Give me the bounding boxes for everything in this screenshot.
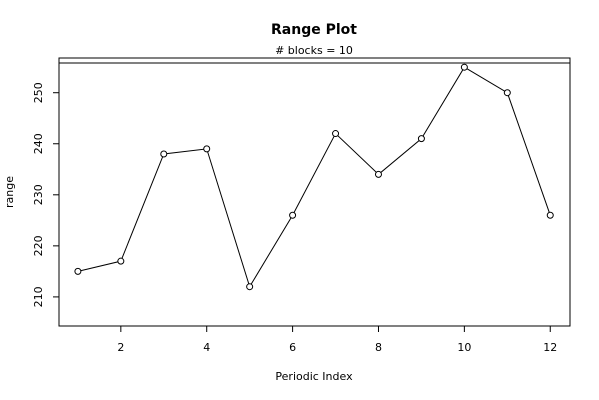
point bbox=[417, 135, 425, 143]
series-line bbox=[77, 66, 551, 288]
point bbox=[332, 130, 340, 138]
x-tick-label: 10 bbox=[457, 341, 471, 354]
point bbox=[203, 145, 211, 153]
point bbox=[374, 170, 382, 178]
point bbox=[117, 257, 125, 265]
y-axis-label: range bbox=[3, 176, 16, 208]
point bbox=[160, 150, 168, 158]
y-tick-label: 240 bbox=[32, 133, 45, 154]
x-tick-label: 4 bbox=[203, 341, 210, 354]
y-tick-label: 210 bbox=[32, 286, 45, 307]
x-tick-label: 12 bbox=[543, 341, 557, 354]
x-tick-label: 8 bbox=[375, 341, 382, 354]
point bbox=[289, 211, 297, 219]
plot-frame bbox=[58, 57, 571, 327]
x-axis-label: Periodic Index bbox=[275, 370, 353, 383]
point bbox=[460, 63, 468, 71]
x-tick-label: 2 bbox=[117, 341, 124, 354]
chart-subtitle: # blocks = 10 bbox=[275, 44, 353, 57]
y-tick-label: 250 bbox=[32, 82, 45, 103]
point bbox=[246, 283, 254, 291]
y-tick-label: 220 bbox=[32, 235, 45, 256]
y-tick-label: 230 bbox=[32, 184, 45, 205]
x-tick-label: 6 bbox=[289, 341, 296, 354]
point bbox=[74, 267, 82, 275]
point bbox=[546, 211, 554, 219]
chart-title: Range Plot bbox=[271, 22, 357, 38]
point bbox=[503, 89, 511, 97]
